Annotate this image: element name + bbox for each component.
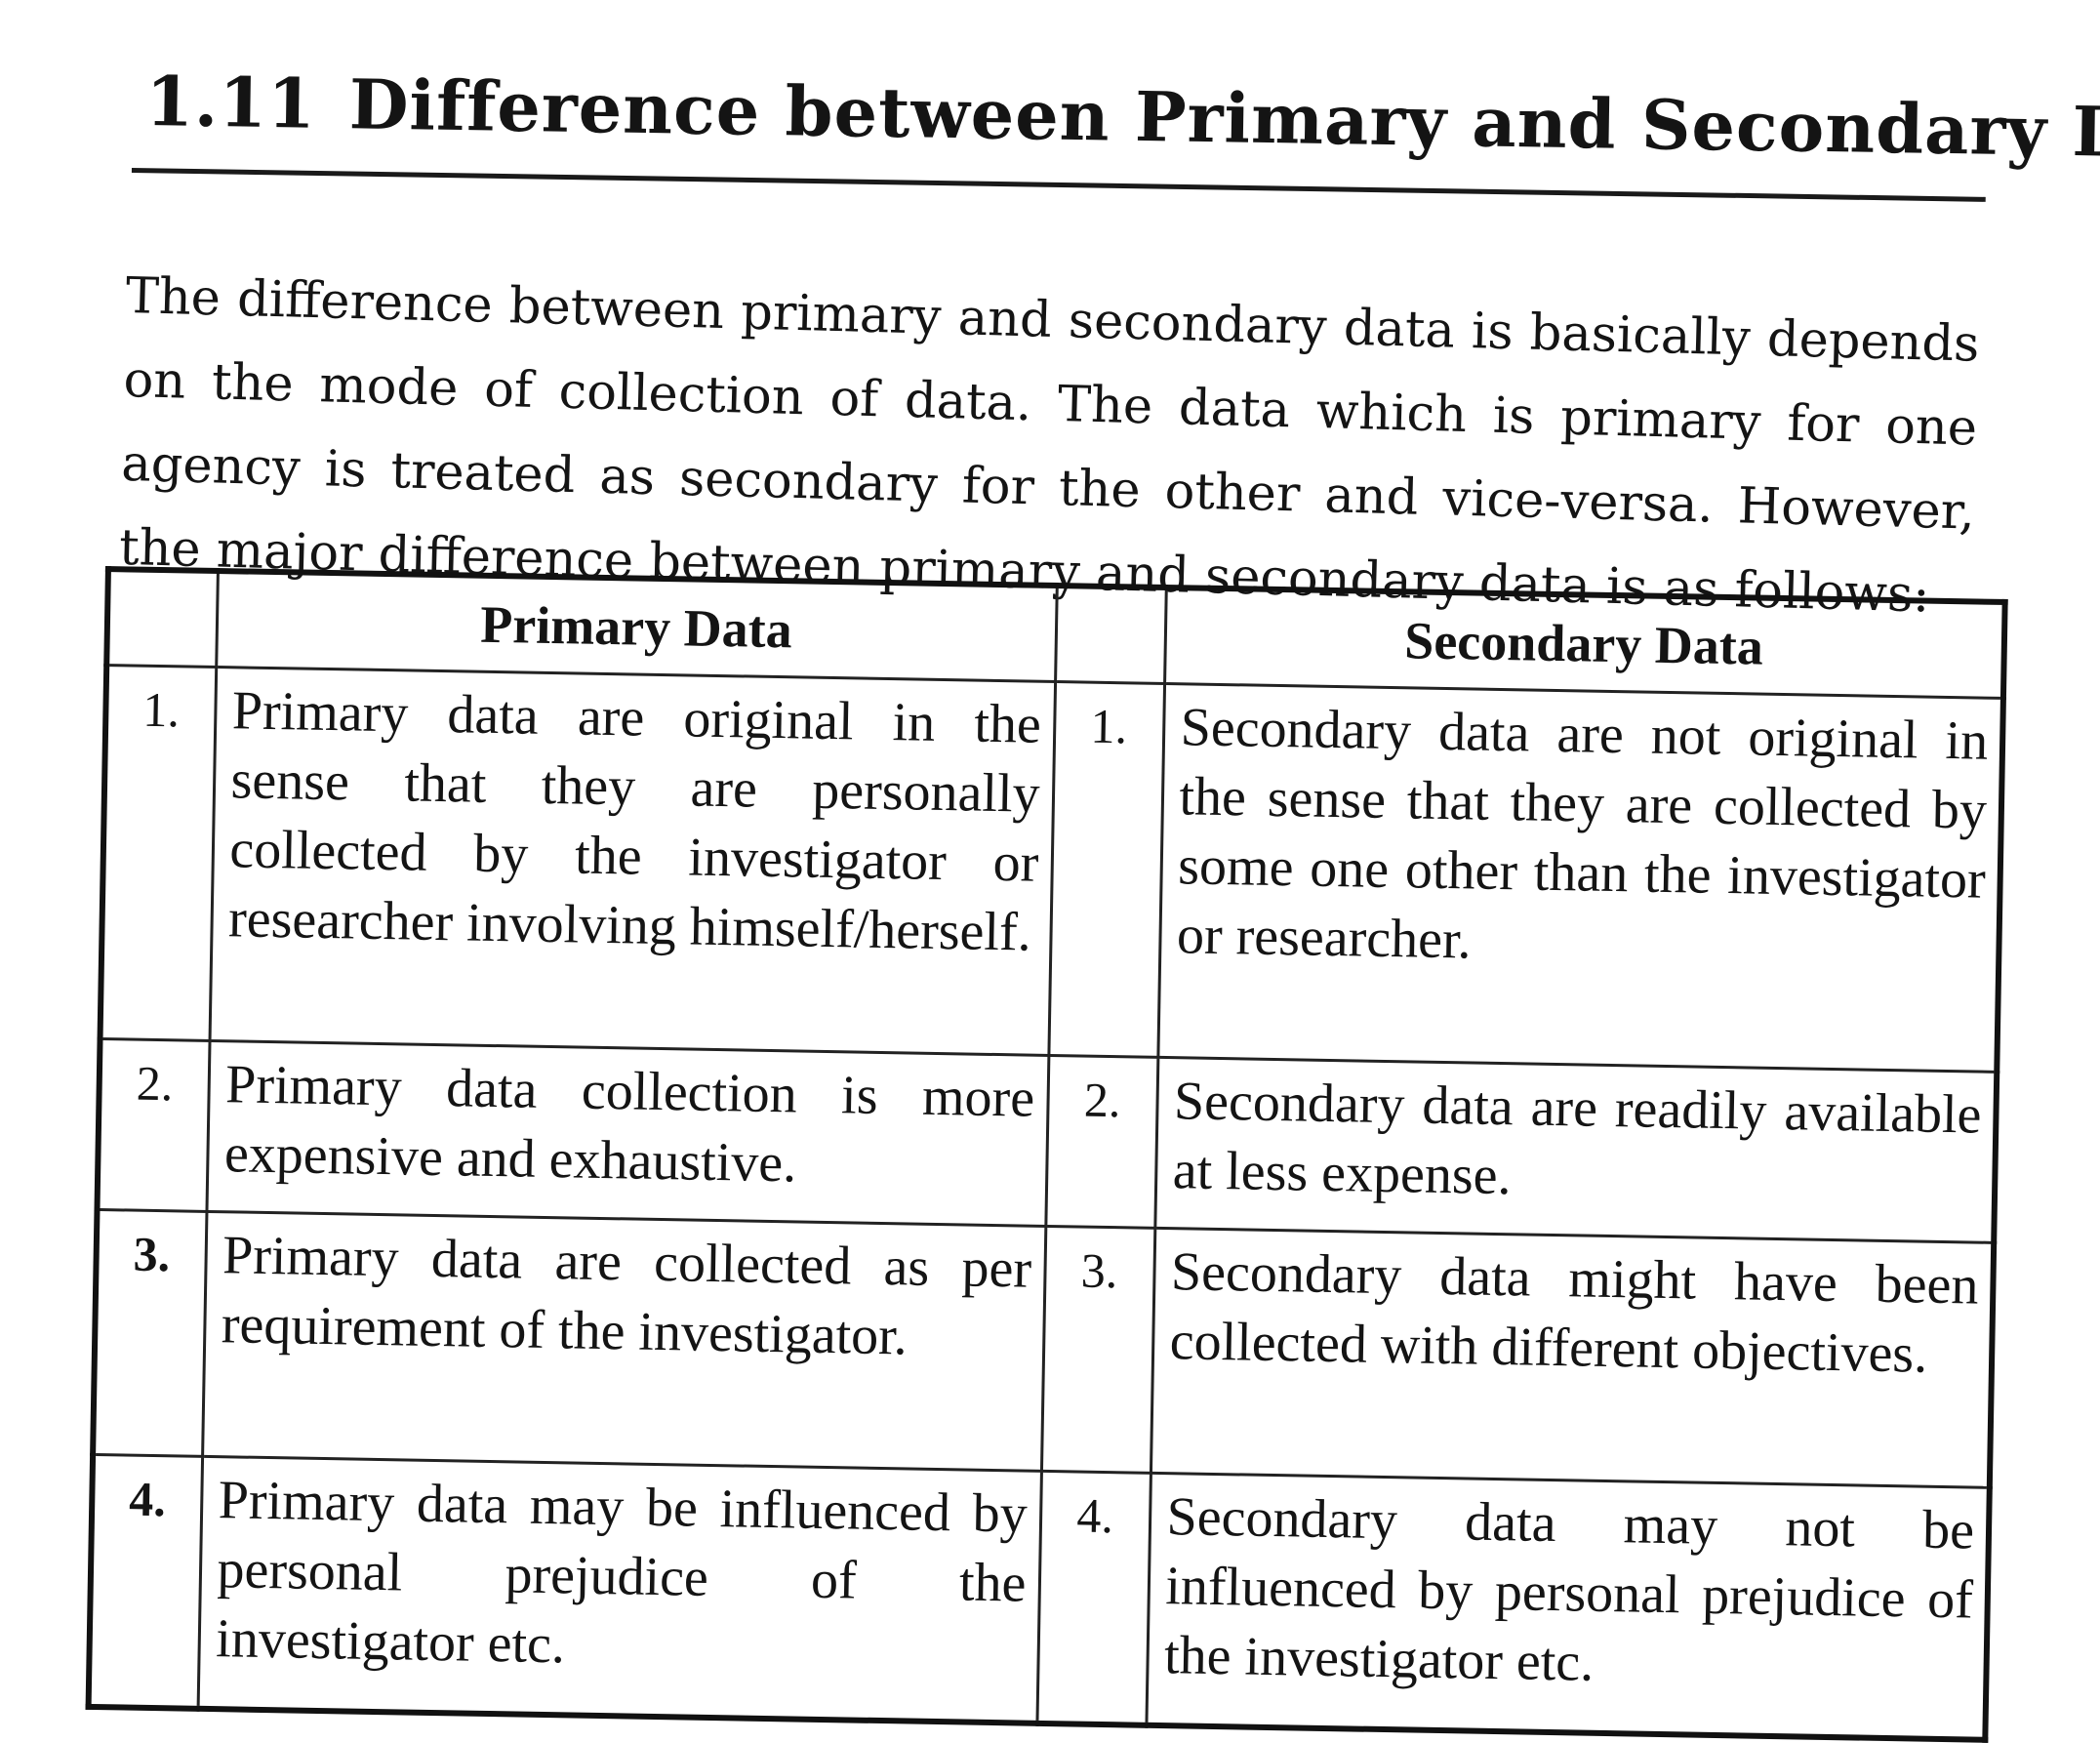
secondary-cell: Secondary data may not be influenced by … [1146,1473,1990,1740]
primary-cell: Primary data may be influenced by person… [197,1456,1041,1723]
table-row: 1. Primary data are original in the sens… [100,665,2003,1073]
header-primary-data: Primary Data [216,571,1057,682]
comparison-table-wrapper: Primary Data Secondary Data 1. Primary d… [85,566,2008,1743]
row-number: 1. [100,665,217,1041]
secondary-cell: Secondary data are readily available at … [1154,1057,1998,1243]
header-secondary-data: Secondary Data [1164,587,2005,699]
row-number: 3. [1040,1226,1155,1474]
secondary-cell: Secondary data might have been collected… [1150,1228,1995,1488]
header-number-cell [106,569,218,668]
secondary-cell: Secondary data are not original in the s… [1157,683,2003,1073]
section-heading: 1.11 Difference between Primary and Secon… [145,61,2100,175]
row-number: 3. [93,1209,207,1457]
table-row: 3. Primary data are collected as per req… [93,1209,1995,1488]
row-number: 1. [1048,681,1165,1058]
primary-cell: Primary data collection is more expensiv… [206,1040,1049,1227]
header-number-cell [1055,586,1166,684]
row-number: 2. [97,1038,210,1212]
table-row: 4. Primary data may be influenced by per… [88,1454,1990,1740]
table-row: 2. Primary data collection is more expen… [97,1038,1998,1243]
heading-rule [131,168,1986,202]
comparison-table: Primary Data Secondary Data 1. Primary d… [85,566,2008,1743]
row-number: 4. [1036,1471,1151,1725]
row-number: 2. [1045,1055,1158,1229]
primary-cell: Primary data are collected as per requir… [202,1211,1046,1472]
section-number: 1.11 [144,61,317,144]
primary-cell: Primary data are original in the sense t… [209,667,1056,1056]
section-title: Difference between Primary and Secondary… [348,63,2100,175]
row-number: 4. [88,1454,203,1709]
